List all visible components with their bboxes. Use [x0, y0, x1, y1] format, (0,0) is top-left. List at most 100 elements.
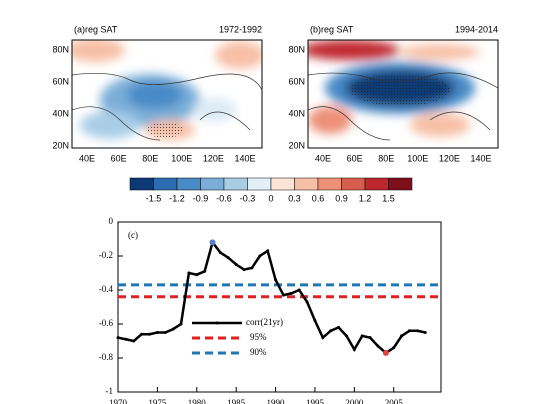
- series-point: [392, 346, 396, 350]
- colorbar-label: -0.9: [193, 193, 209, 203]
- x-tick-label: 1980: [188, 398, 207, 404]
- series-point: [140, 332, 144, 336]
- lon-label: 120E: [203, 153, 224, 163]
- series-point: [266, 249, 270, 253]
- colorbar-swatch: [247, 177, 272, 191]
- lat-label: 40N: [52, 108, 69, 118]
- x-tick-label: 2000: [345, 398, 364, 404]
- highlight-point: [382, 349, 389, 356]
- map-title: (a)reg SAT: [74, 24, 118, 34]
- x-tick-label: 1970: [109, 398, 128, 404]
- y-tick-label: 0: [109, 216, 114, 226]
- series-point: [400, 334, 404, 338]
- colorbar-swatch: [341, 177, 366, 191]
- series-point: [187, 271, 191, 275]
- colorbar-label: 0: [268, 193, 273, 203]
- series-point: [407, 329, 411, 333]
- series-point: [321, 336, 325, 340]
- colorbar-label: -1.2: [169, 193, 185, 203]
- colorbar-label: 1.2: [359, 193, 372, 203]
- lat-label: 80N: [52, 44, 69, 54]
- series-point: [242, 268, 246, 272]
- lat-label: 20N: [288, 140, 305, 150]
- colorbar-swatch: [294, 177, 319, 191]
- colorbar-label: 0.3: [288, 193, 301, 203]
- series-point: [360, 334, 364, 338]
- series-point: [376, 344, 380, 348]
- series-point: [163, 331, 167, 334]
- colorbar-label: -0.3: [240, 193, 256, 203]
- plot-frame: [117, 221, 442, 393]
- series-point: [179, 322, 183, 326]
- lon-label: 100E: [171, 153, 192, 163]
- y-tick-label: -0.4: [99, 284, 114, 294]
- lon-label: 120E: [439, 153, 460, 163]
- series-point: [148, 332, 152, 336]
- series-point: [313, 319, 317, 323]
- series-point: [305, 300, 309, 304]
- x-tick-label: 1990: [267, 398, 286, 404]
- series-point: [218, 251, 222, 255]
- series-point: [297, 288, 301, 292]
- y-tick-label: -0.6: [99, 318, 114, 328]
- series-point: [155, 331, 159, 334]
- map-b-frame: [307, 39, 499, 149]
- lat-label: 60N: [52, 76, 69, 86]
- map-b-field: [308, 40, 498, 148]
- colorbar-label: -0.6: [216, 193, 232, 203]
- lon-label: 100E: [407, 153, 428, 163]
- map-a-field: [72, 40, 262, 148]
- series-point: [124, 337, 128, 341]
- y-tick-label: -0.8: [99, 352, 114, 362]
- series-point: [281, 293, 285, 297]
- series-point: [329, 329, 333, 333]
- colorbar-label: 0.6: [312, 193, 325, 203]
- series-point: [195, 273, 199, 277]
- y-tick-label: -0.2: [99, 250, 113, 260]
- lon-label: 60E: [347, 153, 363, 163]
- lon-label: 140E: [234, 153, 255, 163]
- map-period: 1972-1992: [219, 24, 262, 34]
- colorbar-swatch: [223, 177, 248, 191]
- series-point: [415, 329, 419, 333]
- lon-label: 40E: [315, 153, 331, 163]
- series-point: [274, 278, 278, 282]
- colorbar-swatch: [129, 177, 154, 191]
- map-title: (b)reg SAT: [310, 24, 354, 34]
- panel-label: (c): [128, 230, 138, 240]
- x-tick-label: 1995: [306, 398, 325, 404]
- colorbar-swatch: [364, 177, 389, 191]
- lon-label: 80E: [142, 153, 158, 163]
- map-period: 1994-2014: [455, 24, 498, 34]
- series-point: [352, 348, 356, 351]
- series-point: [344, 334, 348, 338]
- x-tick-label: 1975: [148, 398, 167, 404]
- highlight-point: [209, 239, 216, 246]
- legend-swatch-point: [215, 321, 219, 325]
- series-point: [250, 266, 254, 270]
- lat-label: 20N: [52, 140, 69, 150]
- series-point: [116, 336, 120, 340]
- series-line: [117, 239, 426, 355]
- colorbar-swatch: [153, 177, 178, 191]
- colorbar-swatch: [200, 177, 225, 191]
- colorbar-label: -1.5: [146, 193, 162, 203]
- colorbar-label: 0.9: [335, 193, 348, 203]
- colorbar-swatch: [176, 177, 201, 191]
- series-point: [171, 327, 175, 331]
- lat-label: 40N: [288, 108, 305, 118]
- series-point: [203, 269, 207, 273]
- series-point: [337, 325, 341, 329]
- lon-label: 80E: [378, 153, 394, 163]
- lon-label: 140E: [470, 153, 491, 163]
- series-point: [226, 256, 230, 260]
- series-point: [423, 331, 427, 334]
- legend-label: 90%: [250, 347, 267, 357]
- series-point: [258, 254, 262, 258]
- y-tick-label: -1: [106, 386, 114, 396]
- series-point: [289, 291, 293, 295]
- legend-label: corr(21yr): [246, 317, 283, 327]
- colorbar-swatch: [317, 177, 342, 191]
- x-tick-label: 1985: [227, 398, 246, 404]
